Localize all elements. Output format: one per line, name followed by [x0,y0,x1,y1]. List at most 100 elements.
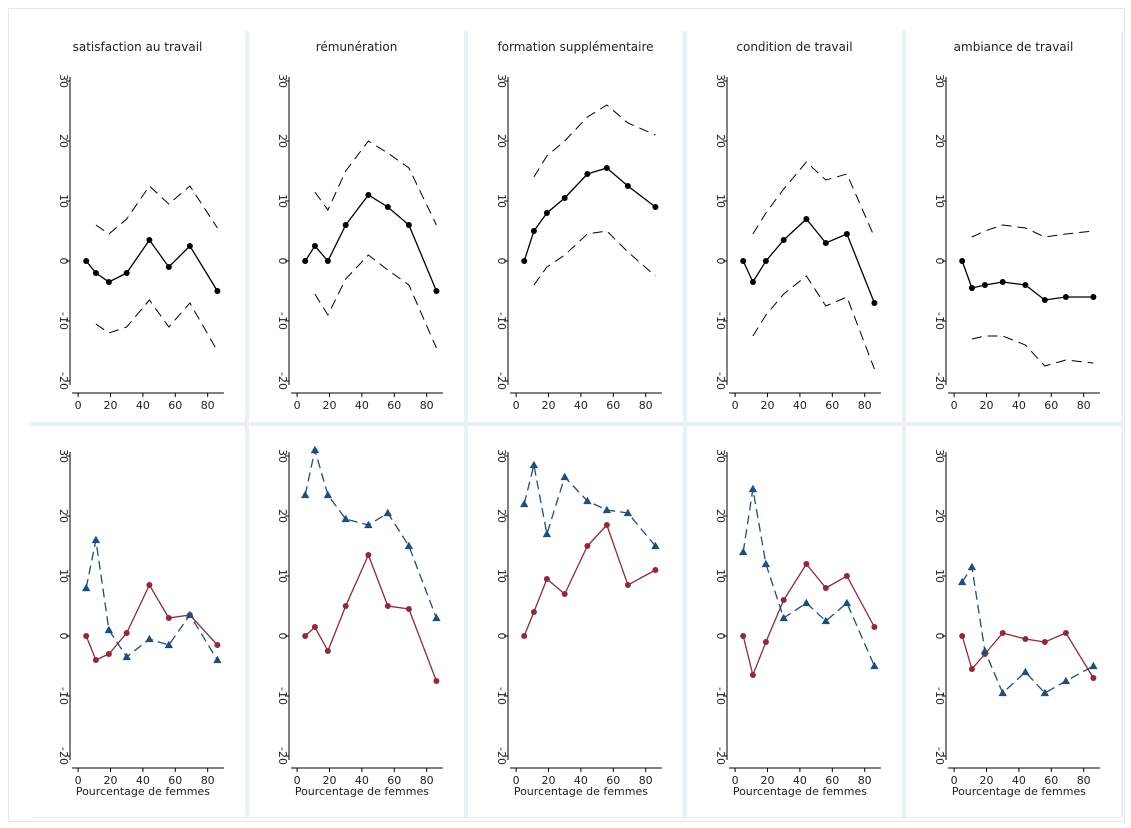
y-tick-label: 10 [276,569,289,583]
series-line-solid-markers [523,167,656,262]
data-point-circle [324,258,331,264]
data-point-triangle [1040,688,1050,697]
y-tick-label: -10 [933,687,946,705]
chart-panel-3: formation supplémentaire -20 -10 0 10 20 30 0 20… [468,31,683,422]
data-point-circle [762,258,769,264]
x-tick-label: 20 [761,399,775,412]
x-tick-label: 20 [980,774,994,787]
data-point-triangle [602,505,612,514]
y-tick-label: 10 [933,569,946,583]
x-tick-label: 20 [104,774,118,787]
panel-background [906,31,1121,422]
y-tick-label: -20 [495,747,508,765]
data-point-circle [92,270,99,276]
y-tick-label: -10 [276,312,289,330]
data-point-circle [603,165,610,171]
x-tick-label: 60 [606,399,620,412]
data-point-triangle [432,613,441,622]
data-point-circle [384,603,391,609]
y-tick-label: -10 [933,312,946,330]
data-point-triangle [301,490,310,499]
data-point-circle [165,264,172,270]
y-tick-label: 0 [714,258,727,265]
series-line-dashed [314,140,437,226]
y-tick-label: 0 [495,258,508,265]
x-tick-label: 40 [136,774,150,787]
data-point-circle [1062,294,1069,300]
y-tick-label: -20 [276,747,289,765]
y-tick-label: 20 [276,509,289,523]
series-line-red-circles [961,632,1094,679]
y-tick-label: 20 [714,134,727,148]
y-tick-label: 20 [276,134,289,148]
data-point-triangle [341,514,350,523]
data-point-circle [365,552,372,558]
data-point-circle [803,216,810,222]
y-tick-label: 0 [276,258,289,265]
data-point-circle [530,609,537,615]
charts-svg: satisfaction au travail -20 -10 0 10 20 30 0 20 4… [30,31,1121,817]
x-tick-label: 20 [542,774,556,787]
x-tick-label: 40 [355,399,369,412]
x-tick-label: 80 [639,774,653,787]
y-tick-label: 0 [714,633,727,640]
y-tick-label: -20 [714,372,727,390]
series-line-dashed [752,275,875,370]
x-tick-label: 0 [513,774,520,787]
y-tick-label: 30 [714,449,727,463]
y-tick-label: 20 [933,134,946,148]
y-tick-label: 10 [495,569,508,583]
data-point-circle [365,192,372,198]
data-point-triangle [164,640,174,649]
data-point-circle [959,633,966,639]
data-point-triangle [739,547,748,556]
x-tick-label: 0 [75,774,82,787]
data-point-triangle [967,562,977,571]
data-point-circle [624,582,631,588]
x-tick-label: 20 [980,399,994,412]
series-line-red-circles [304,553,438,682]
series-line-blue-triangles [304,449,438,619]
data-point-triangle [122,652,131,661]
x-tick-label: 40 [574,399,588,412]
y-tick-label: -10 [495,687,508,705]
data-point-circle [83,258,90,264]
y-tick-label: 30 [933,74,946,88]
panel-background [30,31,245,422]
y-tick-label: 0 [276,633,289,640]
chart-panel-1: satisfaction au travail -20 -10 0 10 20 30 0 20 4… [30,31,245,422]
data-point-triangle [958,577,967,586]
data-point-circle [843,573,850,579]
data-point-circle [561,591,568,597]
data-point-circle [342,222,349,228]
data-point-triangle [821,616,831,625]
x-tick-label: 80 [858,399,872,412]
data-point-circle [186,243,193,249]
y-tick-label: 0 [495,633,508,640]
x-tick-label: 80 [1077,774,1091,787]
data-point-triangle [542,529,552,538]
data-point-circle [843,231,850,237]
y-tick-label: 20 [57,134,70,148]
data-point-circle [384,204,391,210]
data-point-circle [959,258,966,264]
data-point-circle [165,615,172,621]
x-axis-title: Pourcentage de femmes [295,785,429,798]
panel-title: rémunération [316,40,398,54]
data-point-circle [92,657,99,663]
data-point-circle [324,648,331,654]
data-point-circle [1090,294,1097,300]
x-tick-label: 40 [574,774,588,787]
y-tick-label: -10 [57,687,70,705]
data-point-triangle [529,460,539,469]
x-tick-label: 60 [825,774,839,787]
x-tick-label: 80 [858,774,872,787]
data-point-triangle [1089,661,1098,670]
data-point-circle [543,576,550,582]
data-point-circle [652,567,659,573]
data-point-circle [311,624,318,630]
y-tick-label: 10 [714,569,727,583]
chart-panel-4: condition de travail -20 -10 0 10 20 30 0 20 40 60… [687,31,902,422]
